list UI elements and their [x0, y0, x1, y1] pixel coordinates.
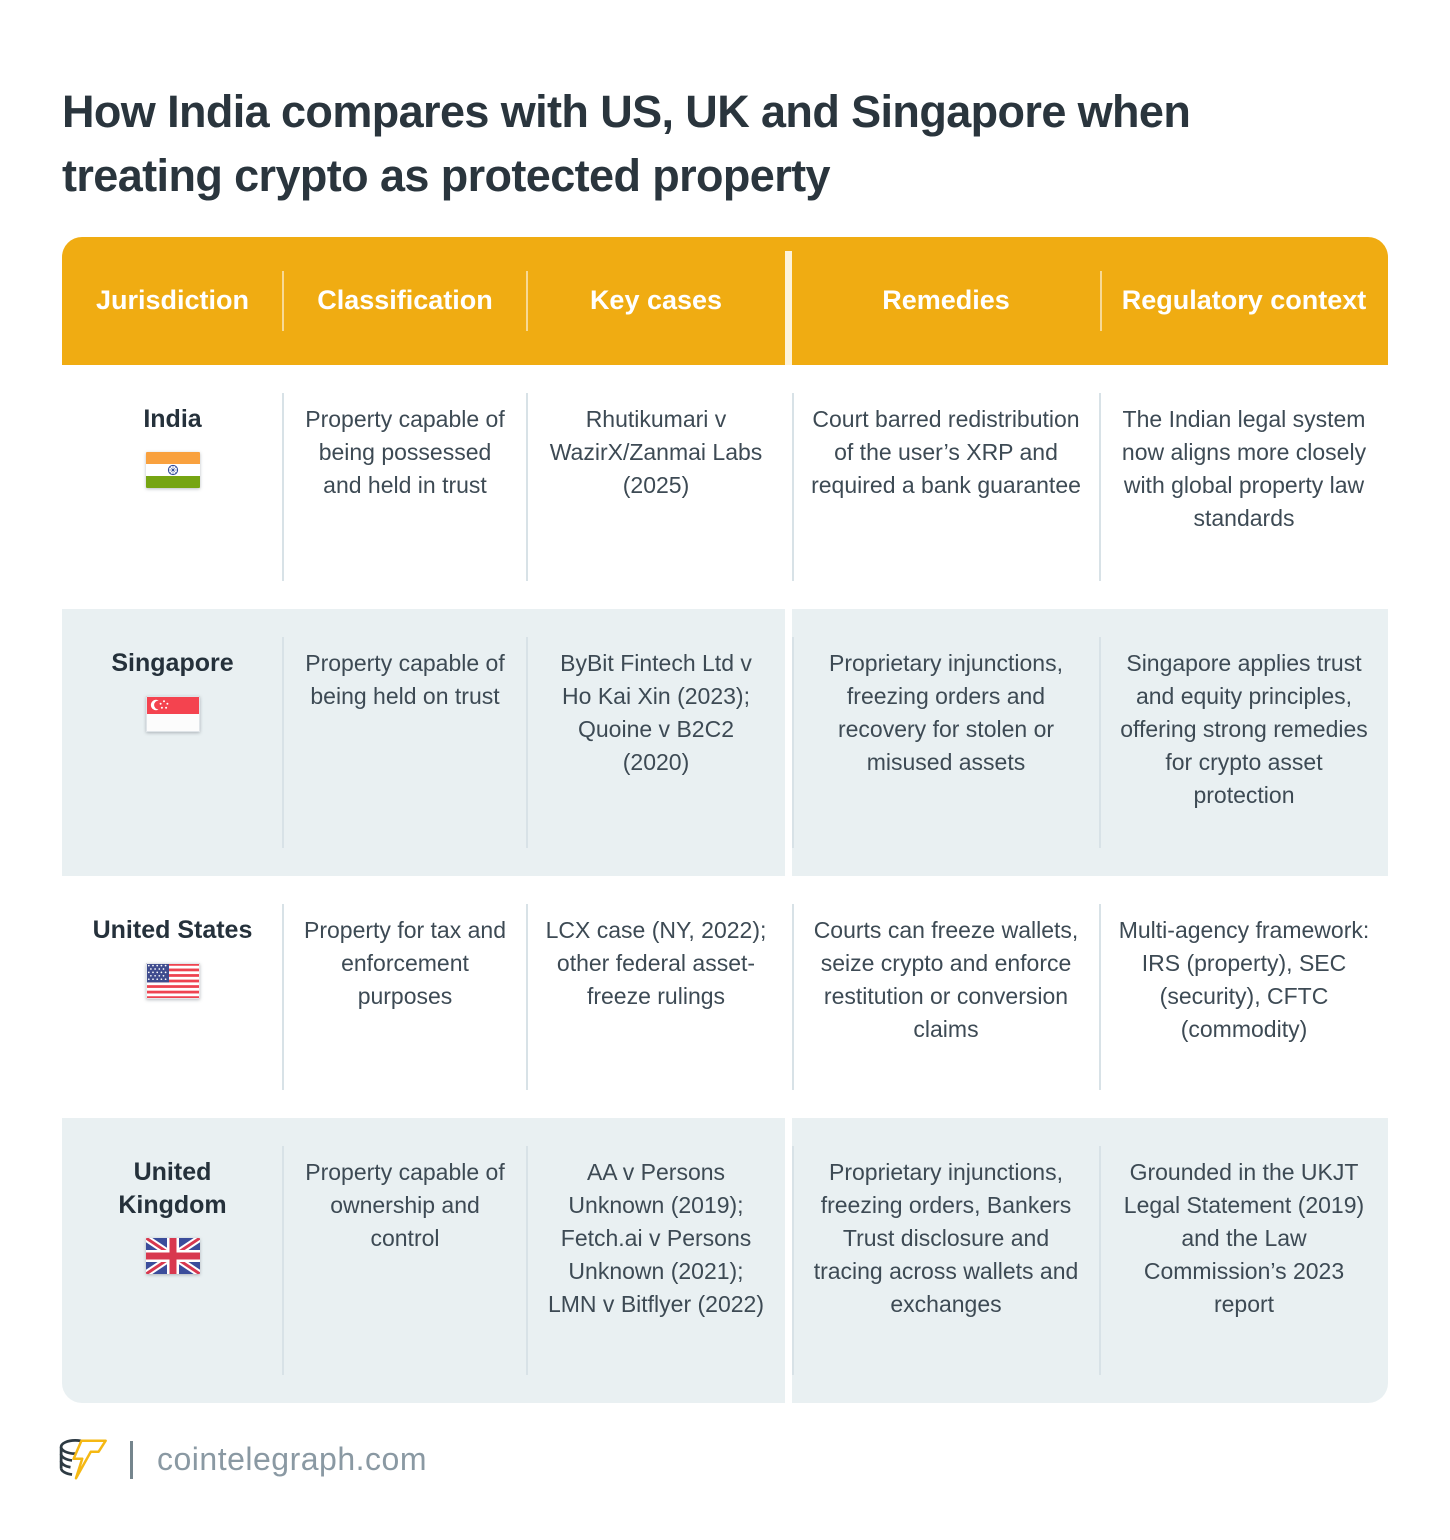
- row-gutter: [785, 365, 792, 609]
- column-divider: [1099, 1146, 1101, 1375]
- row-left-block: India Property capable of being possesse…: [62, 365, 785, 609]
- page-title: How India compares with US, UK and Singa…: [62, 86, 1191, 202]
- regulatory-context-cell: Singapore applies trust and equity princ…: [1120, 650, 1368, 808]
- classification-cell: Property capable of being possessed and …: [305, 406, 505, 498]
- table-header: Jurisdiction Classification Key cases Re…: [62, 237, 1388, 365]
- column-divider: [1099, 904, 1101, 1090]
- remedies-cell: Proprietary injunctions, freezing orders…: [813, 1159, 1079, 1317]
- footer: cointelegraph.com: [58, 1436, 427, 1483]
- jurisdiction-cell: India: [62, 365, 283, 609]
- jurisdiction-label: India: [143, 405, 202, 433]
- column-divider: [282, 1146, 284, 1375]
- table-row: Singapore Property capable of being held…: [62, 609, 1388, 876]
- row-left-block: United States Property for tax and enfor…: [62, 876, 785, 1118]
- column-divider: [526, 904, 528, 1090]
- header-gutter-line: [785, 251, 792, 365]
- column-header-remedies: Remedies: [882, 285, 1010, 316]
- key-cases-cell: LCX case (NY, 2022); other federal asset…: [545, 917, 767, 1009]
- column-divider: [282, 393, 284, 581]
- footer-site-text: cointelegraph.com: [157, 1441, 427, 1477]
- india-flag-icon: [145, 452, 200, 488]
- column-header-regulatory-context: Regulatory context: [1121, 285, 1367, 316]
- header-divider: [1100, 271, 1102, 331]
- jurisdiction-label: Singapore: [111, 649, 234, 677]
- classification-cell: Property for tax and enforcement purpose…: [304, 917, 506, 1009]
- column-divider: [792, 393, 794, 581]
- column-divider: [282, 637, 284, 848]
- key-cases-cell: AA v Persons Unknown (2019); Fetch.ai v …: [547, 1159, 764, 1317]
- row-gutter: [785, 876, 792, 1118]
- row-left-block: United Kingdom Property capable of owner…: [62, 1118, 785, 1403]
- row-gutter: [785, 609, 792, 876]
- column-divider: [282, 904, 284, 1090]
- jurisdiction-label: United States: [92, 916, 253, 944]
- jurisdiction-cell: United Kingdom: [62, 1118, 283, 1403]
- classification-cell: Property capable of ownership and contro…: [305, 1159, 505, 1251]
- column-divider: [1099, 637, 1101, 848]
- table-row: India Property capable of being possesse…: [62, 365, 1388, 609]
- key-cases-cell: Rhutikumari v WazirX/Zanmai Labs (2025): [549, 406, 763, 498]
- column-header-jurisdiction: Jurisdiction: [95, 285, 250, 316]
- column-divider: [526, 637, 528, 848]
- jurisdiction-cell: United States: [62, 876, 283, 1118]
- key-cases-cell: ByBit Fintech Ltd v Ho Kai Xin (2023); Q…: [560, 650, 752, 775]
- row-right-block: Proprietary injunctions, freezing orders…: [792, 609, 1388, 876]
- column-divider: [792, 1146, 794, 1375]
- column-divider: [526, 393, 528, 581]
- column-header-classification: Classification: [317, 285, 493, 316]
- us-flag-icon: [145, 963, 200, 999]
- cointelegraph-logo: [59, 1438, 107, 1480]
- table-row: United Kingdom Property capable of owner…: [62, 1118, 1388, 1403]
- classification-cell: Property capable of being held on trust: [305, 650, 505, 709]
- regulatory-context-cell: Multi-agency framework: IRS (property), …: [1118, 917, 1370, 1042]
- regulatory-context-cell: Grounded in the UKJT Legal Statement (20…: [1123, 1159, 1365, 1317]
- regulatory-context-cell: The Indian legal system now aligns more …: [1121, 406, 1367, 531]
- column-divider: [1099, 393, 1101, 581]
- uk-flag-icon: [143, 1235, 202, 1277]
- column-divider: [792, 637, 794, 848]
- footer-divider: [130, 1440, 133, 1479]
- column-divider: [792, 904, 794, 1090]
- header-divider: [282, 271, 284, 331]
- row-right-block: Proprietary injunctions, freezing orders…: [792, 1118, 1388, 1403]
- jurisdiction-label: United Kingdom: [118, 1158, 227, 1219]
- header-divider: [526, 271, 528, 331]
- remedies-cell: Proprietary injunctions, freezing orders…: [829, 650, 1063, 775]
- row-right-block: Courts can freeze wallets, seize crypto …: [792, 876, 1388, 1118]
- remedies-cell: Courts can freeze wallets, seize crypto …: [813, 917, 1079, 1042]
- table-body: India Property capable of being possesse…: [62, 365, 1388, 1403]
- row-left-block: Singapore Property capable of being held…: [62, 609, 785, 876]
- row-gutter: [785, 1118, 792, 1403]
- column-divider: [526, 1146, 528, 1375]
- comparison-table: Jurisdiction Classification Key cases Re…: [62, 237, 1388, 1403]
- table-row: United States Property for tax and enfor…: [62, 876, 1388, 1118]
- row-right-block: Court barred redistribution of the user’…: [792, 365, 1388, 609]
- singapore-flag-icon: [145, 696, 200, 732]
- remedies-cell: Court barred redistribution of the user’…: [811, 406, 1081, 498]
- jurisdiction-cell: Singapore: [62, 609, 283, 876]
- column-header-key-cases: Key cases: [589, 285, 723, 316]
